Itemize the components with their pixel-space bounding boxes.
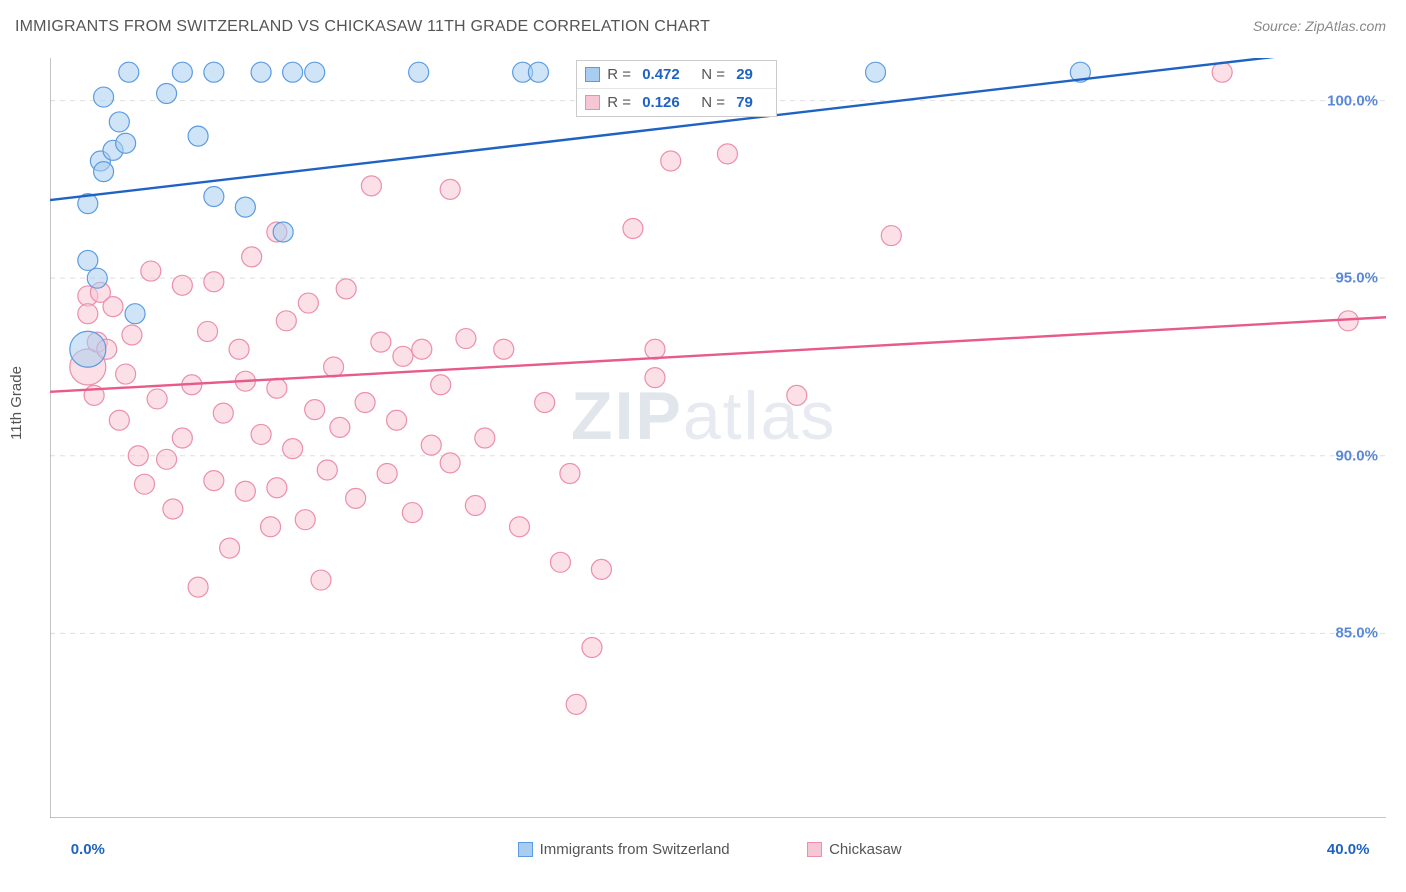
correlation-legend-box: R = 0.472 N = 29 R = 0.126 N = 79 [576, 60, 777, 117]
r-label: R = [607, 94, 635, 111]
r-value: 0.126 [642, 94, 694, 111]
legend-swatch [518, 842, 533, 857]
n-label: N = [701, 94, 729, 111]
y-tick-label: 95.0% [1335, 270, 1378, 287]
legend-stat-row: R = 0.126 N = 79 [577, 88, 776, 116]
chart-title: IMMIGRANTS FROM SWITZERLAND VS CHICKASAW… [15, 18, 710, 36]
y-axis-title: 11th Grade [8, 366, 25, 440]
source-label: Source: ZipAtlas.com [1253, 18, 1386, 34]
r-value: 0.472 [642, 66, 694, 83]
scatter-plot [50, 58, 1386, 818]
legend-swatch [807, 842, 822, 857]
legend-swatch [585, 67, 600, 82]
y-tick-label: 90.0% [1335, 447, 1378, 464]
n-value: 29 [736, 66, 766, 83]
x-tick-label: 40.0% [1327, 841, 1370, 858]
legend-stat-row: R = 0.472 N = 29 [577, 61, 776, 88]
y-tick-label: 100.0% [1327, 92, 1378, 109]
x-tick-label: 0.0% [71, 841, 105, 858]
legend-item: Immigrants from Switzerland [518, 841, 730, 858]
legend-label: Immigrants from Switzerland [540, 841, 730, 858]
r-label: R = [607, 66, 635, 83]
legend-swatch [585, 95, 600, 110]
legend-item: Chickasaw [807, 841, 902, 858]
n-value: 79 [736, 94, 766, 111]
y-tick-label: 85.0% [1335, 625, 1378, 642]
legend-label: Chickasaw [829, 841, 902, 858]
n-label: N = [701, 66, 729, 83]
